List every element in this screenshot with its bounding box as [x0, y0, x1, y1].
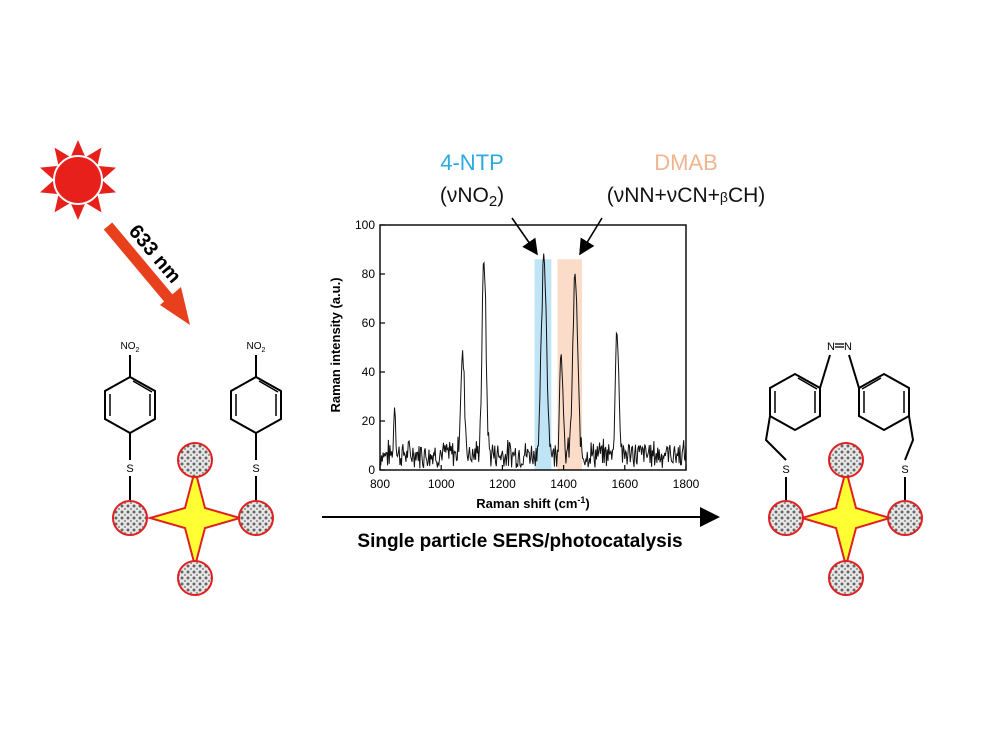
sulfur-label: S: [252, 463, 259, 475]
dmab-label: DMAB: [654, 150, 718, 175]
ntp-label: 4-NTP: [440, 150, 504, 175]
y-tick-label: 40: [362, 365, 376, 379]
laser-arrow: 633 nm: [103, 221, 190, 325]
product-molecule: N N S S: [764, 341, 915, 500]
product-nanoparticle: [768, 442, 923, 596]
satellite-particle: [887, 500, 923, 536]
y-tick-label: 20: [362, 414, 376, 428]
reactant-molecule-left: NO2 S: [104, 341, 156, 500]
y-tick-label: 0: [368, 463, 375, 477]
reactant-molecule-right: NO2 S: [230, 341, 282, 500]
x-tick-label: 1400: [550, 477, 577, 491]
dmab-pointer-arrow: [579, 217, 603, 256]
satellite-particle: [828, 560, 864, 596]
satellite-particle: [238, 500, 274, 536]
x-tick-label: 1000: [428, 477, 455, 491]
satellite-particle: [177, 442, 213, 478]
reactant-nanoparticle: [112, 442, 274, 596]
process-label: Single particle SERS/photocatalysis: [357, 531, 682, 552]
ntp-pointer-arrow: [511, 217, 538, 256]
x-tick-label: 1200: [489, 477, 516, 491]
satellite-particle: [768, 500, 804, 536]
y-tick-label: 80: [362, 267, 376, 281]
dmab-mode-label: (νNN+νCN+βCH): [607, 184, 766, 207]
nitro-group-label: NO2: [121, 341, 140, 354]
ntp-mode-label: (νNO2): [440, 184, 504, 210]
y-tick-label: 60: [362, 316, 376, 330]
spectrum-line: [379, 253, 687, 469]
y-tick-label: 100: [355, 218, 375, 232]
sulfur-label: S: [126, 463, 133, 475]
raman-spectrum-chart: 800 1000 1200 1400 1600 1800 0 20 40 60 80 100 Rama…: [328, 218, 700, 511]
sulfur-label: S: [782, 464, 789, 476]
azo-nitrogen-label: N: [827, 341, 835, 353]
nitro-group-label: NO2: [247, 341, 266, 354]
x-tick-label: 1600: [611, 477, 638, 491]
sulfur-label: S: [901, 464, 908, 476]
x-tick-label: 1800: [673, 477, 700, 491]
satellite-particle: [828, 442, 864, 478]
satellite-particle: [177, 560, 213, 596]
y-axis-label: Raman intensity (a.u.): [328, 277, 343, 412]
x-axis-label: Raman shift (cm-1): [476, 495, 590, 511]
x-tick-label: 800: [370, 477, 390, 491]
sun-icon: [40, 140, 116, 220]
plot-frame: [379, 224, 687, 471]
azo-nitrogen-label: N: [844, 341, 852, 353]
satellite-particle: [112, 500, 148, 536]
